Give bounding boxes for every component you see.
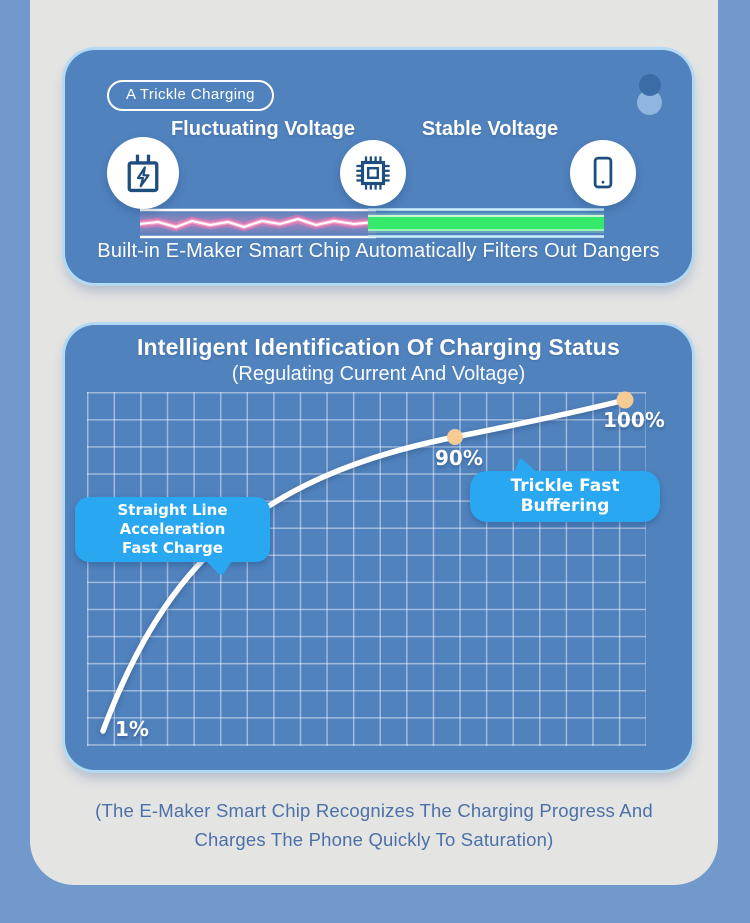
label-100-percent: 100% xyxy=(603,408,665,432)
trickle-card-caption: Built-in E-Maker Smart Chip Automaticall… xyxy=(97,240,660,262)
smartphone-icon xyxy=(570,140,636,206)
status-card-title: Intelligent Identification Of Charging S… xyxy=(136,334,621,360)
chip-icon xyxy=(340,140,406,206)
callout-fast-charge-line2: Fast Charge xyxy=(122,538,223,557)
fluctuating-current-graphic xyxy=(140,208,376,239)
content-panel: A Trickle Charging Fluctuating Voltage S… xyxy=(30,0,718,885)
decorative-dots xyxy=(635,74,665,118)
callout-fast-charge: Straight Line Acceleration Fast Charge xyxy=(75,497,270,575)
footer-caption-line1: (The E-Maker Smart Chip Recognizes The C… xyxy=(95,800,653,821)
fluctuating-voltage-label: Fluctuating Voltage xyxy=(170,118,356,140)
label-90-percent: 90% xyxy=(435,446,483,470)
callout-tail-up xyxy=(514,458,538,473)
decorative-dot-dark xyxy=(639,74,661,96)
status-card-subtitle: (Regulating Current And Voltage) xyxy=(231,363,526,385)
stable-current-graphic xyxy=(368,208,604,238)
callout-fast-charge-line1: Straight Line Acceleration xyxy=(117,501,228,538)
trickle-charging-badge-label: A Trickle Charging xyxy=(126,86,255,103)
trickle-charging-badge: A Trickle Charging xyxy=(107,80,274,111)
charging-curve xyxy=(100,391,634,734)
marker-100-percent xyxy=(616,391,634,409)
power-adapter-icon xyxy=(107,137,179,209)
label-1-percent: 1% xyxy=(115,717,149,741)
footer-caption-line2: Charges The Phone Quickly To Saturation) xyxy=(194,828,554,850)
stable-voltage-label: Stable Voltage xyxy=(421,118,559,140)
callout-trickle-buffering-label: Trickle Fast Buffering xyxy=(510,476,620,516)
footer-caption: (The E-Maker Smart Chip Recognizes The C… xyxy=(30,797,718,854)
trickle-charging-card: A Trickle Charging Fluctuating Voltage S… xyxy=(65,50,692,283)
callout-trickle-buffering: Trickle Fast Buffering xyxy=(470,458,660,522)
charging-status-card: Intelligent Identification Of Charging S… xyxy=(65,325,692,770)
marker-90-percent xyxy=(447,429,463,445)
callout-tail-down xyxy=(205,560,233,575)
chart-grid xyxy=(87,392,646,746)
